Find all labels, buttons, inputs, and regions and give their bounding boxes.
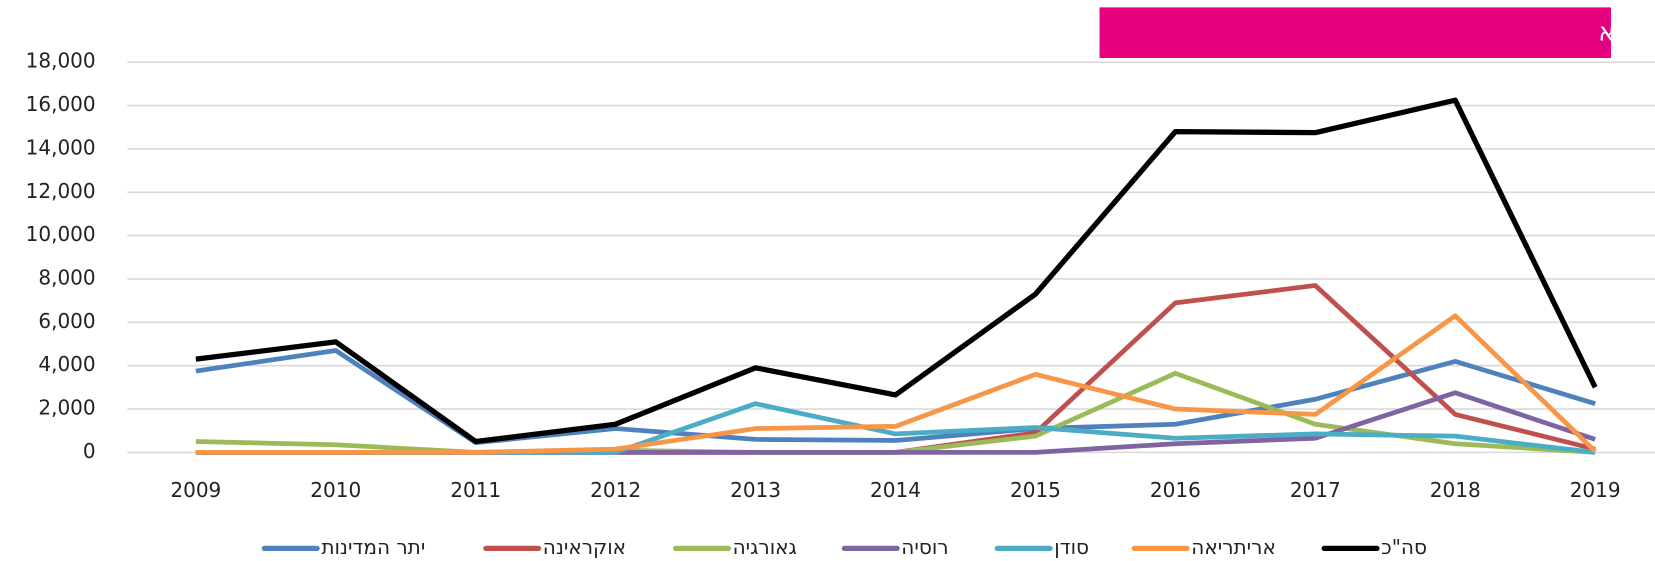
x-tick-label: 2016 (1150, 478, 1201, 502)
y-tick-label: 10,000 (26, 222, 96, 246)
x-tick-label: 2012 (590, 478, 641, 502)
y-tick-label: 0 (83, 439, 96, 463)
y-tick-label: 12,000 (26, 179, 96, 203)
chart-title: בקשות שהוגשו לפי שנים ומדינות מוצא (1598, 18, 1655, 47)
x-tick-label: 2018 (1430, 478, 1481, 502)
legend-label: רוסיה (901, 535, 948, 559)
y-tick-label: 6,000 (38, 309, 95, 333)
legend-label: יתר המדינות (321, 535, 425, 559)
series-line (195, 348, 1596, 446)
x-tick-label: 2013 (730, 478, 781, 502)
x-tick-label: 2019 (1570, 478, 1621, 502)
y-tick-label: 18,000 (26, 49, 96, 73)
x-tick-label: 2010 (310, 478, 361, 502)
legend-label: אוקראינה (543, 535, 626, 559)
series-line (195, 313, 1597, 455)
legend-label: אריתריאה (1191, 535, 1276, 559)
legend-label: סה"כ (1381, 535, 1427, 559)
x-tick-label: 2011 (450, 478, 501, 502)
y-tick-label: 4,000 (38, 352, 95, 376)
legend-label: סודן (1054, 535, 1089, 559)
series-line (195, 390, 1596, 455)
title-box (1099, 7, 1612, 58)
y-tick-label: 2,000 (38, 396, 95, 420)
series-line (195, 97, 1598, 445)
y-tick-label: 16,000 (26, 92, 96, 116)
x-tick-label: 2009 (170, 478, 221, 502)
y-tick-label: 8,000 (38, 265, 95, 289)
y-tick-label: 14,000 (26, 135, 96, 159)
x-tick-label: 2014 (870, 478, 921, 502)
legend-label: גאורגיה (733, 535, 797, 559)
x-tick-label: 2015 (1010, 478, 1061, 502)
x-tick-label: 2017 (1290, 478, 1341, 502)
